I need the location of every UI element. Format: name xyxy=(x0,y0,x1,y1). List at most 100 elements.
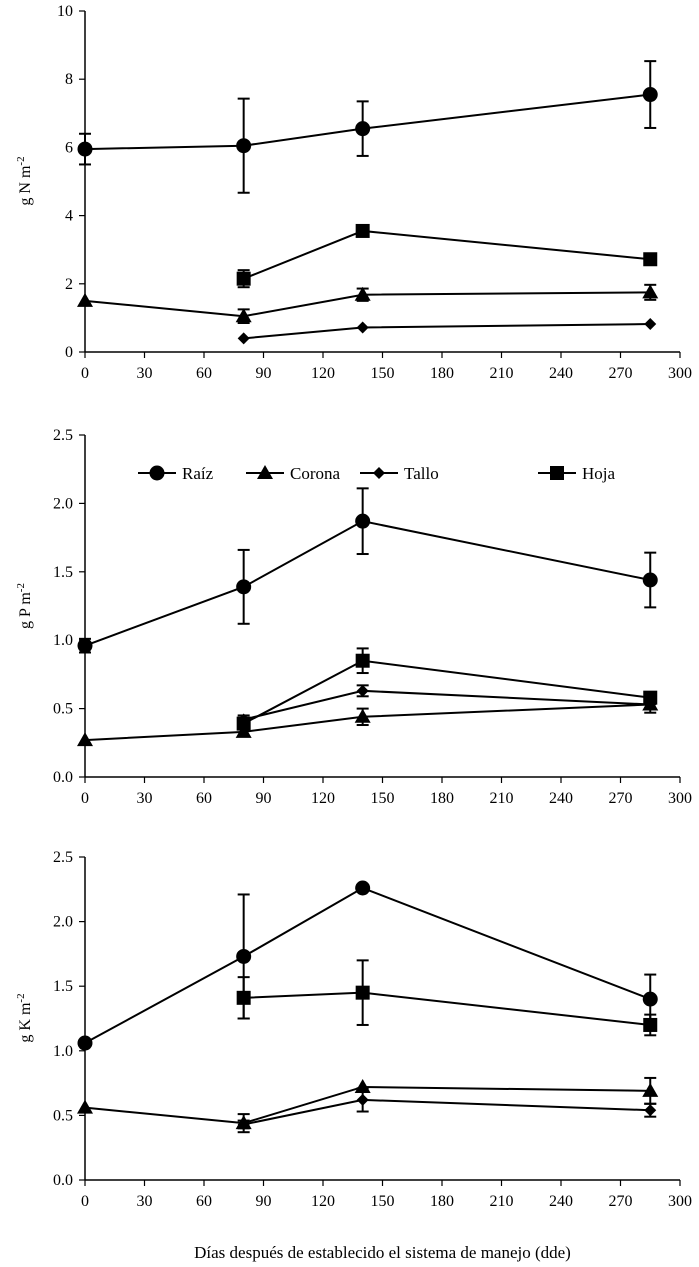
x-tick-label: 180 xyxy=(430,1193,454,1210)
x-tick-label: 300 xyxy=(668,790,692,807)
y-tick-label: 10 xyxy=(57,3,73,20)
data-point xyxy=(356,684,369,697)
series-line xyxy=(243,991,651,1026)
x-tick-label: 90 xyxy=(256,365,272,382)
x-tick-label: 210 xyxy=(490,365,514,382)
y-tick-label: 2.5 xyxy=(53,427,73,444)
x-tick-label: 300 xyxy=(668,365,692,382)
x-tick-label: 150 xyxy=(371,1193,395,1210)
x-tick-label: 30 xyxy=(137,790,153,807)
data-point xyxy=(354,708,371,723)
y-axis-label-base: g P m xyxy=(17,592,34,629)
x-tick-label: 270 xyxy=(609,365,633,382)
data-point xyxy=(355,513,371,529)
x-tick-label: 300 xyxy=(668,1193,692,1210)
legend-label: Tallo xyxy=(404,464,439,483)
series-line xyxy=(84,703,651,742)
series-tallo xyxy=(237,1087,657,1131)
y-axis-label-superscript: -2 xyxy=(15,156,27,165)
data-point xyxy=(77,141,93,157)
series-hoja xyxy=(236,647,658,731)
series-line xyxy=(84,520,651,647)
data-point xyxy=(642,87,658,103)
data-point xyxy=(236,579,252,595)
data-point xyxy=(356,321,369,334)
x-tick-label: 90 xyxy=(256,790,272,807)
y-tick-label: 1.5 xyxy=(53,978,73,995)
data-point xyxy=(236,990,251,1005)
y-tick-label: 0.0 xyxy=(53,769,73,786)
x-axis-label: Días después de establecido el sistema d… xyxy=(194,1243,571,1262)
y-tick-label: 1.5 xyxy=(53,564,73,581)
y-tick-label: 8 xyxy=(65,71,73,88)
x-tick-label: 30 xyxy=(137,365,153,382)
x-tick-label: 30 xyxy=(137,1193,153,1210)
x-tick-label: 120 xyxy=(311,365,335,382)
series-raz xyxy=(77,60,658,194)
x-tick-label: 210 xyxy=(490,790,514,807)
series-raz xyxy=(77,487,658,654)
y-tick-label: 0.5 xyxy=(53,701,73,718)
series-corona xyxy=(77,283,659,325)
series-line xyxy=(243,229,651,280)
x-tick-label: 0 xyxy=(81,365,89,382)
series-corona xyxy=(77,1076,659,1134)
data-point xyxy=(642,1082,659,1097)
data-point xyxy=(236,948,252,964)
data-point xyxy=(642,284,659,299)
data-point xyxy=(642,572,658,588)
data-point xyxy=(235,723,252,738)
data-point xyxy=(237,1118,250,1131)
y-tick-label: 4 xyxy=(65,208,73,225)
data-point xyxy=(354,1078,371,1093)
legend-marker xyxy=(550,466,564,480)
x-tick-label: 0 xyxy=(81,1193,89,1210)
data-point xyxy=(356,1093,369,1106)
data-point xyxy=(77,1099,93,1114)
series-line xyxy=(84,886,651,1044)
legend-marker xyxy=(257,465,273,479)
x-tick-label: 240 xyxy=(549,365,573,382)
data-point xyxy=(236,271,251,286)
data-point xyxy=(354,286,371,301)
series-hoja xyxy=(236,959,658,1037)
x-tick-label: 270 xyxy=(609,790,633,807)
x-tick-label: 240 xyxy=(549,790,573,807)
y-tick-label: 2.0 xyxy=(53,495,73,512)
y-tick-label: 6 xyxy=(65,139,73,156)
x-tick-label: 60 xyxy=(196,790,212,807)
data-point xyxy=(355,985,370,1000)
data-point xyxy=(643,1017,658,1032)
y-axis-label: g P m-2 xyxy=(15,583,34,629)
series-line xyxy=(84,1085,651,1125)
series-line xyxy=(84,93,651,151)
y-axis-label: g K m-2 xyxy=(15,993,34,1042)
y-axis-label-superscript: -2 xyxy=(15,993,27,1002)
x-tick-label: 180 xyxy=(430,790,454,807)
chart-panel-3: 0.0 0.5 1.0 1.5 2.0 2.5 0 30 60 90 120 150 180 210 240… xyxy=(15,849,692,1262)
y-tick-label: 0.0 xyxy=(53,1172,73,1189)
data-point xyxy=(237,332,250,345)
y-tick-label: 2.5 xyxy=(53,849,73,866)
x-tick-label: 210 xyxy=(490,1193,514,1210)
data-point xyxy=(644,1104,657,1117)
data-point xyxy=(642,991,658,1007)
data-point xyxy=(355,121,371,137)
x-tick-label: 150 xyxy=(371,790,395,807)
data-point xyxy=(355,653,370,668)
y-axis-label-superscript: -2 xyxy=(15,583,27,592)
series-corona xyxy=(77,695,659,747)
series-line xyxy=(84,291,651,318)
y-tick-label: 0.5 xyxy=(53,1107,73,1124)
data-point xyxy=(643,690,658,705)
data-point xyxy=(355,880,371,896)
x-tick-label: 90 xyxy=(256,1193,272,1210)
data-point xyxy=(235,308,252,323)
legend-marker xyxy=(149,465,165,481)
y-tick-label: 2.0 xyxy=(53,914,73,931)
data-point xyxy=(236,138,252,154)
y-tick-label: 2 xyxy=(65,276,73,293)
series-line xyxy=(243,323,651,340)
x-tick-label: 270 xyxy=(609,1193,633,1210)
